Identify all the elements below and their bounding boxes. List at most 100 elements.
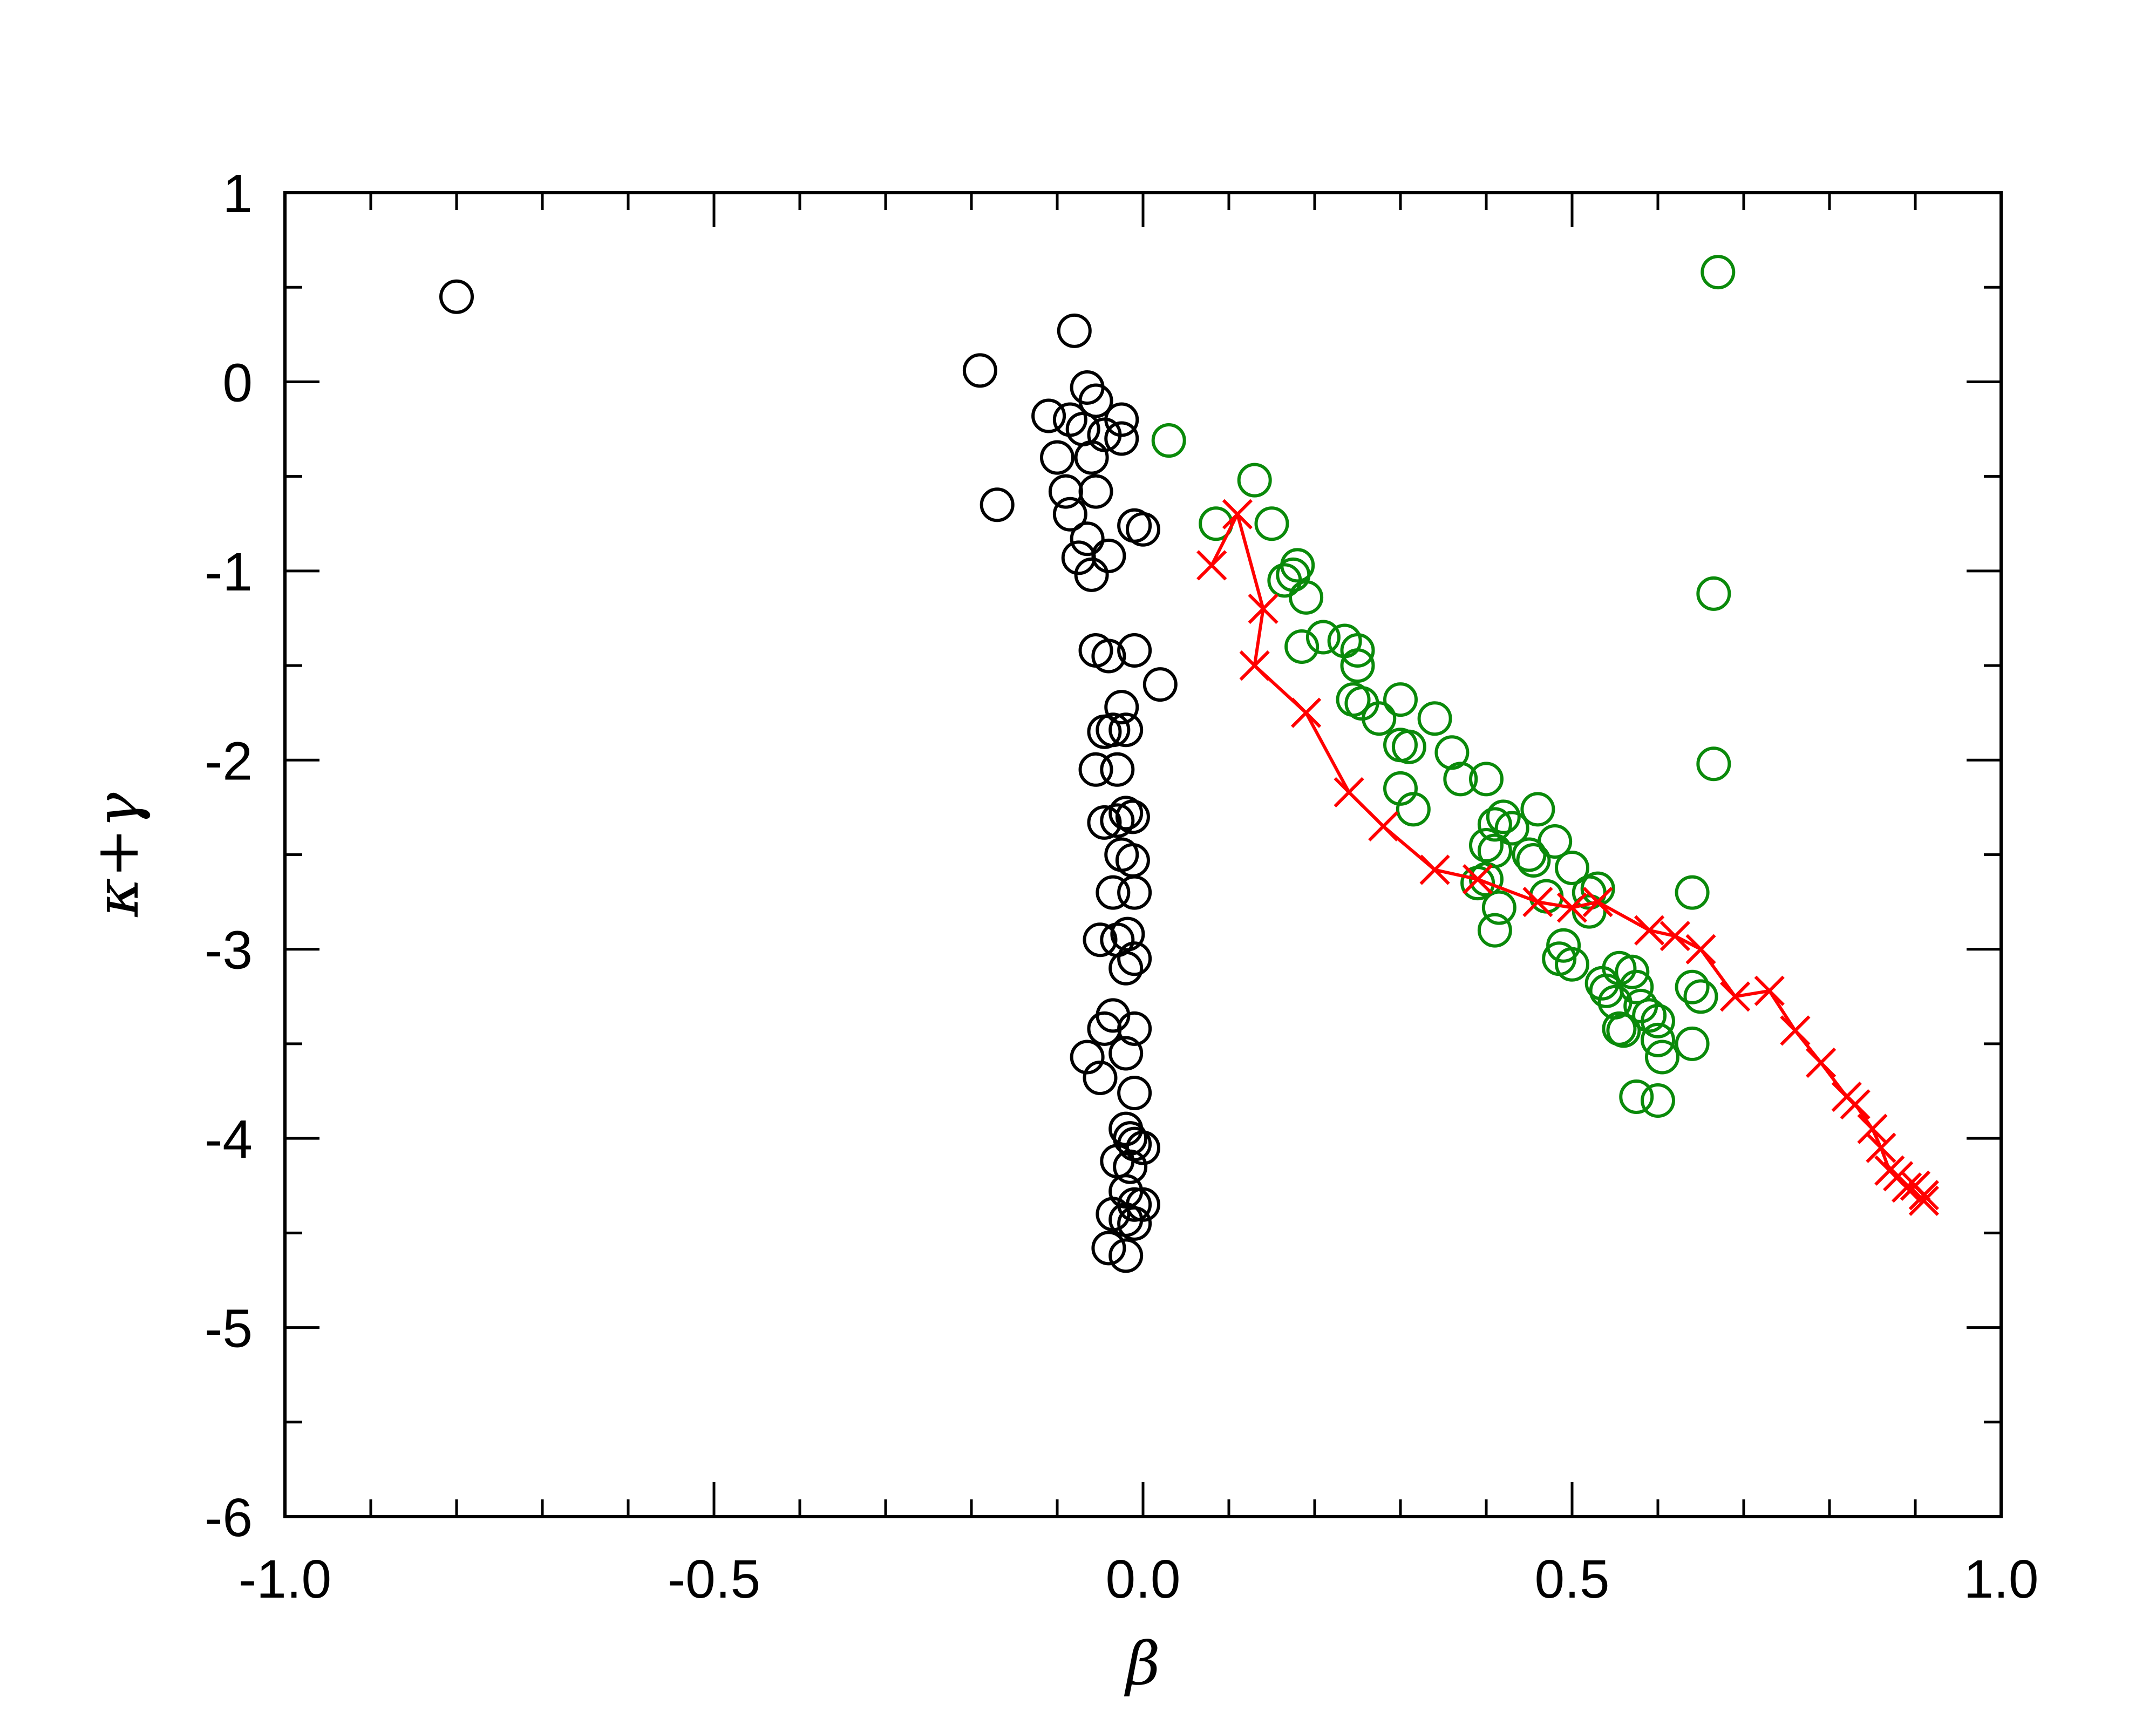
data-point — [1522, 886, 1553, 918]
data-point — [1091, 538, 1126, 573]
data-point — [1659, 921, 1690, 952]
data-point — [1675, 1026, 1710, 1061]
data-point — [1701, 255, 1736, 290]
data-point — [1675, 875, 1710, 910]
data-point — [1477, 913, 1512, 948]
data-point — [1434, 735, 1470, 770]
data-point — [1100, 752, 1135, 787]
data-point — [1239, 650, 1270, 681]
x-tick-label: -1.0 — [239, 1549, 331, 1609]
data-point — [1057, 313, 1092, 348]
data-point — [1641, 1022, 1675, 1057]
data-point — [1546, 928, 1581, 963]
data-point — [1529, 879, 1564, 914]
x-axis-label: β — [1124, 1629, 1160, 1698]
data-point — [1383, 682, 1418, 717]
data-point — [1096, 712, 1131, 748]
data-point — [1396, 792, 1431, 827]
data-point — [1481, 890, 1516, 925]
data-point — [1078, 752, 1113, 787]
data-point — [1113, 1149, 1148, 1184]
data-point — [1096, 875, 1131, 910]
series-1 — [1151, 255, 1736, 1118]
data-point — [1115, 799, 1150, 834]
data-point — [1070, 1040, 1105, 1075]
data-point — [1754, 975, 1785, 1006]
data-point — [1417, 701, 1452, 736]
data-point — [1104, 402, 1139, 437]
data-point — [1419, 854, 1450, 885]
data-point — [1083, 1061, 1118, 1096]
series-0 — [439, 279, 1178, 1273]
data-point — [1580, 871, 1615, 906]
data-point — [1078, 383, 1113, 418]
data-point — [1632, 998, 1667, 1033]
data-point — [1104, 421, 1139, 456]
y-tick-label: -4 — [205, 1109, 253, 1170]
data-point — [1805, 1047, 1837, 1078]
data-point — [1556, 892, 1588, 923]
data-point — [962, 353, 997, 388]
data-point — [1857, 1113, 1888, 1144]
series-line — [1210, 512, 1926, 1201]
data-point — [1619, 1079, 1654, 1115]
x-tick-label: -0.5 — [668, 1549, 760, 1609]
data-point — [1048, 474, 1083, 509]
data-point — [1052, 497, 1087, 532]
data-point — [439, 279, 474, 314]
data-point — [1443, 762, 1478, 797]
data-point — [1866, 1132, 1896, 1163]
data-point — [1340, 633, 1375, 668]
data-point — [1142, 667, 1178, 702]
data-point — [1606, 1013, 1641, 1048]
data-point — [1108, 796, 1144, 831]
data-point — [1494, 811, 1529, 846]
data-point — [1582, 886, 1613, 918]
data-point — [1237, 463, 1272, 498]
data-point — [1222, 499, 1253, 529]
data-point — [980, 487, 1015, 522]
chart-marks — [439, 255, 1940, 1273]
data-point — [1538, 824, 1573, 859]
data-point — [1469, 762, 1504, 797]
data-point — [1683, 979, 1718, 1014]
data-point — [1108, 712, 1144, 748]
y-tick-label: -5 — [205, 1299, 253, 1359]
data-point — [1520, 792, 1555, 827]
data-point — [1117, 941, 1152, 976]
data-point — [1290, 697, 1322, 728]
y-tick-label: -2 — [205, 731, 253, 791]
data-point — [1087, 805, 1122, 840]
data-point — [1891, 1172, 1922, 1203]
y-tick-label: -3 — [205, 920, 253, 981]
data-point — [1151, 423, 1186, 458]
data-point — [1780, 1015, 1811, 1046]
data-point — [1289, 580, 1324, 615]
data-point — [1284, 629, 1320, 664]
data-point — [1104, 690, 1139, 725]
x-tick-label: 1.0 — [1963, 1549, 2038, 1609]
chart-axes: -1.0 -0.5 0.0 0.5 1.0 1 0 -1 -2 -3 -4 -5 -6 — [205, 164, 2038, 1609]
data-point — [1254, 506, 1289, 541]
data-point — [1696, 576, 1731, 611]
x-tick-label: 0.0 — [1105, 1549, 1180, 1609]
data-point — [1477, 807, 1512, 842]
data-point — [1368, 811, 1399, 842]
data-point — [1641, 1003, 1675, 1038]
data-point — [1280, 548, 1315, 583]
series-2 — [1196, 499, 1940, 1216]
data-point — [1091, 1231, 1126, 1266]
data-point — [1391, 729, 1426, 764]
data-point — [1117, 1206, 1152, 1241]
data-point — [1108, 950, 1144, 986]
x-tick-label: 0.5 — [1534, 1549, 1609, 1609]
data-point — [1555, 851, 1589, 886]
data-point — [1074, 440, 1109, 475]
data-point — [1685, 934, 1716, 965]
data-point — [1117, 1011, 1152, 1046]
data-point — [1644, 1040, 1679, 1075]
data-point — [1100, 803, 1135, 838]
data-point — [1840, 1089, 1871, 1120]
data-point — [1074, 557, 1109, 592]
y-tick-label: 0 — [222, 352, 253, 413]
